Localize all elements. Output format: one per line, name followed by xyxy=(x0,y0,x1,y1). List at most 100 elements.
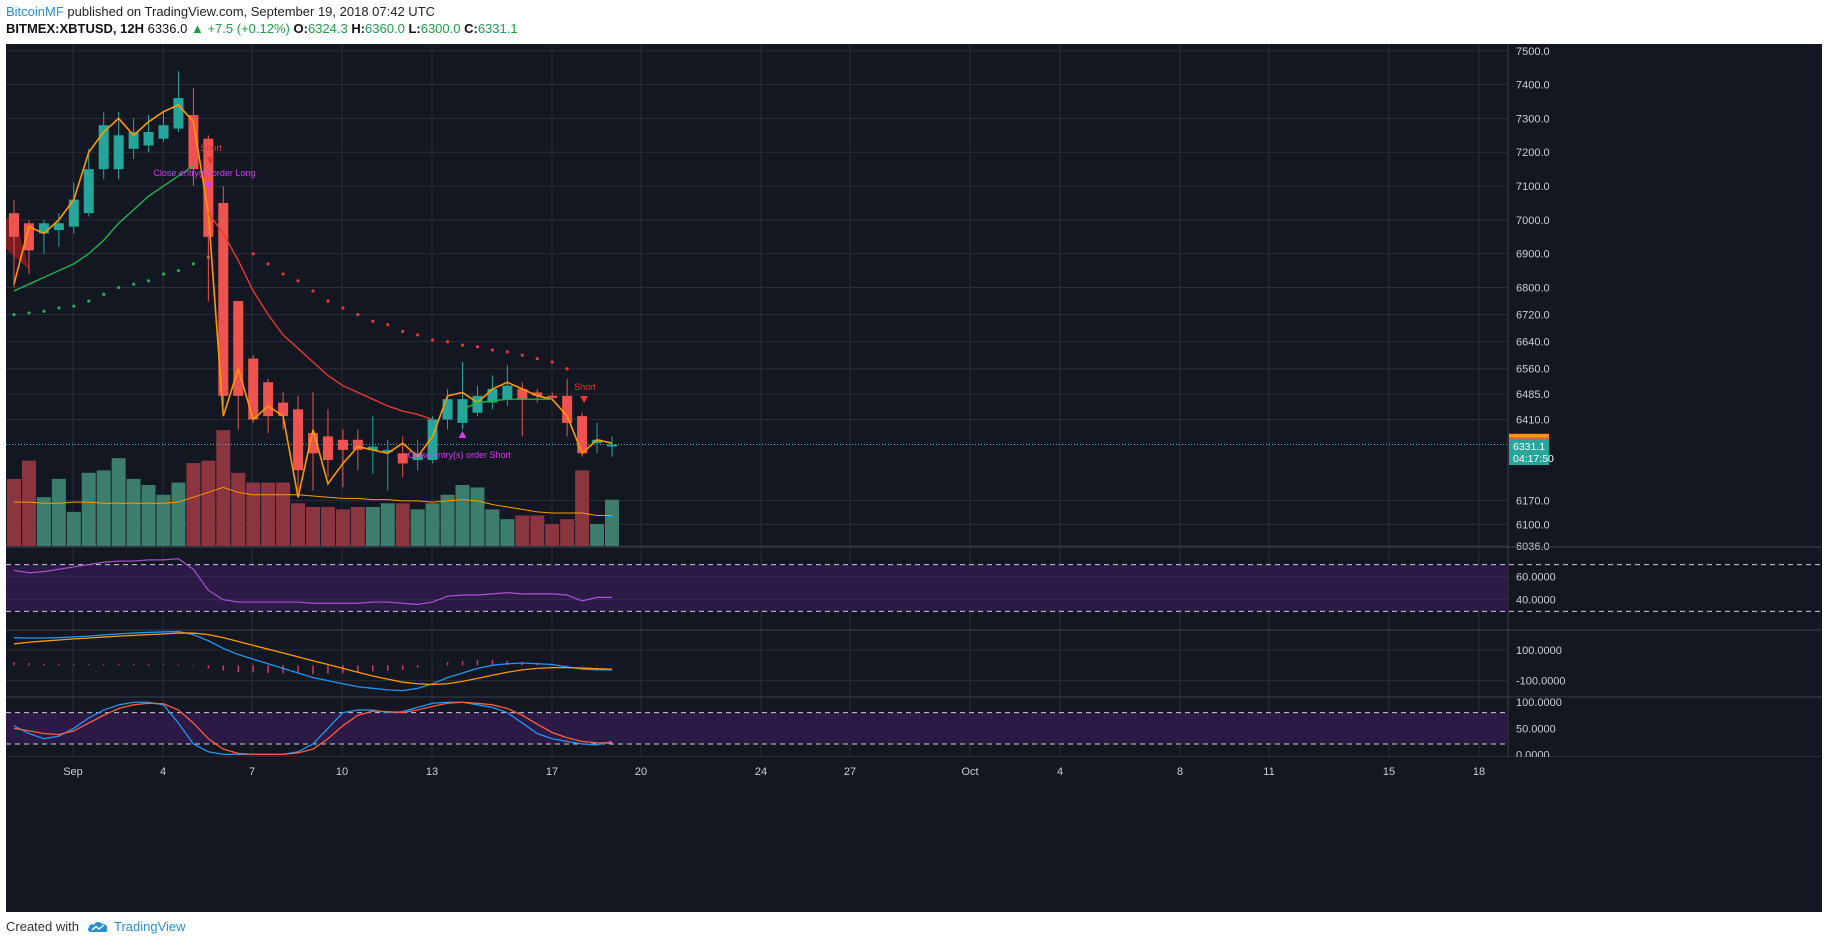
parabolic-sar-dot xyxy=(445,340,450,344)
y-tick-label: 6100.0 xyxy=(1516,519,1550,531)
y-tick-label: 6560.0 xyxy=(1516,364,1550,376)
macd-tick-label: 100.0000 xyxy=(1516,645,1562,657)
volume-bar xyxy=(575,470,590,546)
candle-body xyxy=(427,419,438,461)
parabolic-sar-dot xyxy=(281,272,285,276)
stoch-band xyxy=(6,712,1508,744)
parabolic-sar-dot xyxy=(475,345,480,349)
volume-bar xyxy=(515,515,530,546)
volume-bar xyxy=(126,478,141,546)
parabolic-sar-dot xyxy=(12,313,16,317)
macd-tick-label: -100.0000 xyxy=(1516,676,1566,688)
low-label: L: xyxy=(408,21,421,36)
volume-bar xyxy=(560,519,575,546)
rsi-tick-label: 60.0000 xyxy=(1516,571,1556,583)
parabolic-sar-dot xyxy=(176,269,181,273)
macd-lines xyxy=(13,630,613,692)
close-label: C: xyxy=(464,21,478,36)
volume-bar xyxy=(66,511,81,546)
candle-body xyxy=(517,389,528,400)
candle-body xyxy=(487,389,498,403)
volume-bar xyxy=(380,503,395,546)
volume-bar xyxy=(605,499,619,546)
price-label: 04:17:50 xyxy=(1513,453,1554,465)
volume-bar xyxy=(530,515,545,546)
y-tick-label: 7500.0 xyxy=(1516,46,1550,58)
y-tick-label: 6900.0 xyxy=(1516,249,1550,261)
y-tick-label: 7400.0 xyxy=(1516,80,1550,92)
ma-red-line xyxy=(207,212,433,421)
candle-body xyxy=(472,395,483,413)
ma-green-line-2 xyxy=(462,398,553,410)
volume-bar xyxy=(276,482,291,546)
y-tick-label: 6640.0 xyxy=(1516,337,1550,349)
x-tick-label: 20 xyxy=(635,766,647,778)
volume-bar xyxy=(186,463,201,546)
candle-body xyxy=(293,409,304,471)
candle-body xyxy=(248,358,259,420)
parabolic-sar-dot xyxy=(266,262,270,266)
parabolic-sar-dot xyxy=(191,262,195,266)
volume-bar xyxy=(350,506,365,546)
volume-bar xyxy=(590,524,605,546)
x-tick-label: 17 xyxy=(546,766,558,778)
low-value: 6300.0 xyxy=(420,21,461,36)
volume-bar xyxy=(51,478,66,546)
author-link[interactable]: BitcoinMF xyxy=(6,4,64,19)
x-tick-label: 10 xyxy=(336,766,348,778)
candle-body xyxy=(278,402,289,417)
volume-bar xyxy=(111,458,126,546)
price-chart[interactable]: 7500.0 7400.0 7300.0 7200.0 7100.0 7000.0 6900… xyxy=(6,44,1822,912)
chart-container[interactable]: 7500.0 7400.0 7300.0 7200.0 7100.0 7000.0 6900… xyxy=(6,44,1822,917)
tradingview-link[interactable]: TradingView xyxy=(87,919,186,934)
volume-bar xyxy=(156,494,171,546)
parabolic-sar-dot xyxy=(341,306,345,310)
volume-bar xyxy=(440,494,455,546)
signal-arrow-icon xyxy=(206,157,215,164)
price-label-box xyxy=(1509,439,1549,454)
volume-bar xyxy=(261,482,276,546)
candle-body xyxy=(23,223,34,251)
volume-bar xyxy=(485,509,500,546)
volume-bar xyxy=(320,506,335,546)
close-value: 6331.1 xyxy=(477,21,518,36)
candle-body xyxy=(457,399,468,423)
candle-body xyxy=(83,169,94,214)
parabolic-sar-dot xyxy=(72,304,76,308)
volume-bar xyxy=(410,509,425,546)
published-text: published on TradingView.com, September … xyxy=(67,4,436,19)
volume-bar xyxy=(141,485,156,546)
parabolic-sar-dot xyxy=(565,367,569,371)
parabolic-sar-dot xyxy=(161,272,166,276)
macd-line xyxy=(13,630,612,692)
candle-body xyxy=(143,131,154,146)
signal-annotation: Short xyxy=(200,143,222,153)
volume-bar xyxy=(545,524,560,546)
signal-arrow-icon xyxy=(458,431,467,438)
candle-body xyxy=(113,135,124,170)
high-value: 6360.0 xyxy=(365,21,405,36)
open-value: 6324.3 xyxy=(307,21,348,36)
tradingview-brand: TradingView xyxy=(113,919,186,934)
symbol-label: BITMEX:XBTUSD, 12H xyxy=(6,21,144,36)
signal-annotation: Close entry(s) order Long xyxy=(153,168,255,178)
ma-green-line xyxy=(13,165,194,292)
x-tick-label: 4 xyxy=(160,766,166,778)
parabolic-sar-dot xyxy=(57,306,61,310)
parabolic-sar-dot xyxy=(460,343,465,347)
stoch-tick-label: 50.0000 xyxy=(1516,723,1556,735)
y-tick-label: 6800.0 xyxy=(1516,283,1550,295)
x-tick-label: 24 xyxy=(755,766,767,778)
parabolic-sar-dot xyxy=(311,289,315,293)
candle-body xyxy=(397,453,408,464)
volume-bar xyxy=(470,487,485,546)
candle-body xyxy=(442,399,453,420)
candle-body xyxy=(367,446,378,450)
parabolic-sar-dot xyxy=(87,299,91,303)
parabolic-sar-dot xyxy=(296,279,300,283)
x-tick-label: 11 xyxy=(1263,766,1274,778)
candle-body xyxy=(38,223,49,234)
candle-body xyxy=(158,125,169,139)
parabolic-sar-dot xyxy=(401,329,405,334)
x-tick-label: 4 xyxy=(1057,766,1063,778)
